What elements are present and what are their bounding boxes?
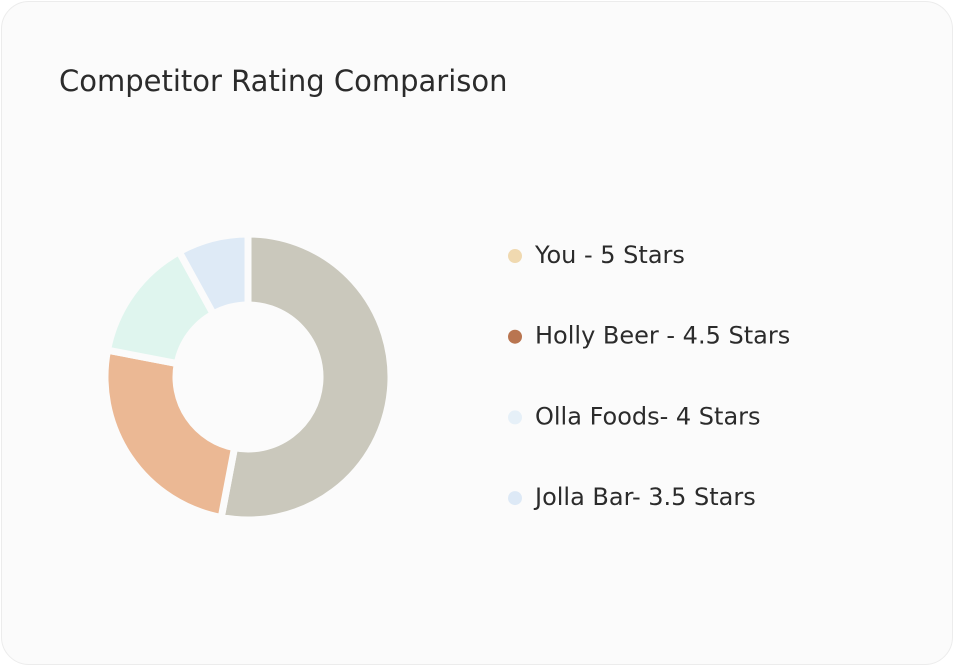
donut-segment — [217, 230, 395, 524]
legend-marker — [508, 410, 522, 425]
legend-marker — [508, 329, 522, 344]
donut-segment — [175, 230, 252, 318]
legend-marker — [508, 249, 522, 263]
donut-segment — [101, 346, 239, 521]
legend-label: Holly Beer - 4.5 Stars — [535, 322, 790, 350]
legend-marker — [508, 491, 522, 506]
legend-label: You - 5 Stars — [534, 241, 685, 269]
legend-label: Olla Foods- 4 Stars — [535, 402, 761, 430]
legend-label: Jolla Bar- 3.5 Stars — [533, 483, 756, 511]
chart-title: Competitor Rating Comparison — [59, 64, 508, 98]
